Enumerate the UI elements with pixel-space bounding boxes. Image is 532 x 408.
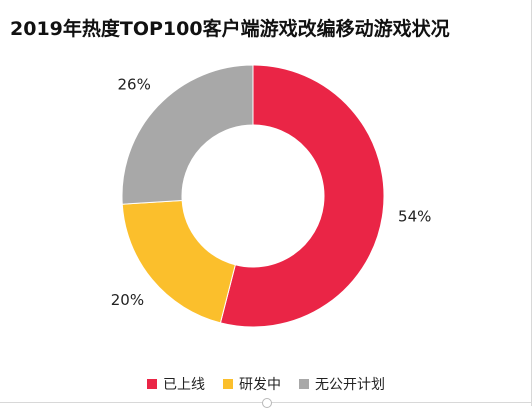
legend-label-in-development: 研发中: [239, 377, 281, 393]
label-in-development-percent: 20%: [111, 291, 144, 309]
slice-in-development: [121, 199, 236, 324]
slice-no-public-plan: [121, 64, 254, 205]
legend-swatch-in-development: [223, 379, 233, 389]
legend: 已上线 研发中 无公开计划: [0, 374, 532, 394]
legend-item-in-development: 研发中: [223, 374, 281, 394]
legend-label-launched: 已上线: [163, 377, 205, 393]
resize-handle-bottom[interactable]: [262, 398, 272, 408]
label-launched-percent: 54%: [398, 207, 431, 225]
label-no-public-plan-percent: 26%: [118, 75, 151, 93]
legend-swatch-no-public-plan: [299, 379, 309, 389]
chart-title: 2019年热度TOP100客户端游戏改编移动游戏状况: [10, 18, 450, 40]
legend-label-no-public-plan: 无公开计划: [315, 377, 385, 393]
legend-swatch-launched: [147, 379, 157, 389]
legend-item-launched: 已上线: [147, 374, 205, 394]
legend-item-no-public-plan: 无公开计划: [299, 374, 385, 394]
slice-launched: [219, 64, 385, 328]
